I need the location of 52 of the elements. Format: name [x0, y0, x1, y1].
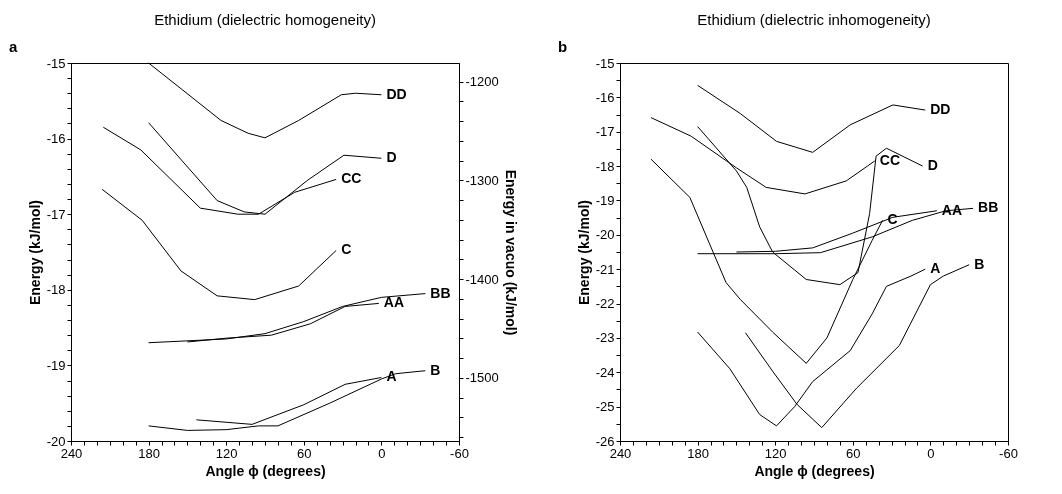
- x-tick-label: -60: [450, 445, 469, 461]
- x-axis-title: Angle ϕ (degrees): [205, 462, 326, 479]
- y-tick-label: -17: [595, 124, 615, 140]
- x-tick-label: 0: [927, 445, 935, 461]
- series-label: BB: [430, 284, 451, 301]
- chart-title: Ethidium (dielectric homogeneity): [154, 11, 376, 28]
- series-label: BB: [978, 199, 999, 216]
- series-label: CC: [341, 170, 362, 187]
- y-tick-label: -15: [595, 55, 615, 71]
- text: b: [558, 38, 568, 55]
- series-label: DD: [930, 101, 951, 118]
- y-tick-label: -16: [595, 89, 615, 105]
- x-tick-label: 180: [138, 445, 160, 461]
- y-tick-label: -17: [46, 206, 66, 222]
- x-tick-label: 0: [378, 445, 386, 461]
- series-label: CC: [879, 151, 901, 168]
- y-axis-title: Energy (kJ/mol): [575, 199, 592, 306]
- y-tick-label: -25: [595, 399, 615, 415]
- x-tick-label: 120: [215, 445, 238, 461]
- x-tick-label: 180: [687, 445, 709, 461]
- x-tick-label: -60: [999, 445, 1018, 461]
- series-label: D: [386, 149, 397, 166]
- series-label: C: [341, 241, 352, 258]
- y-tick-label: -19: [46, 357, 66, 373]
- x-tick-label: 60: [297, 445, 312, 461]
- series-label: AA: [383, 294, 405, 311]
- y-tick-label: -15: [46, 55, 66, 71]
- y-tick-label: -18: [595, 158, 615, 174]
- chart-title: Ethidium (dielectric inhomogeneity): [697, 11, 931, 28]
- series-label: B: [974, 255, 985, 272]
- text: a: [9, 38, 18, 55]
- x-tick-label: 60: [846, 445, 861, 461]
- y-tick-label: -19: [595, 192, 615, 208]
- y2-tick-label: -1500: [465, 370, 499, 386]
- y-tick-label: -16: [46, 131, 66, 147]
- y-tick-label: -18: [46, 282, 66, 298]
- y-tick-label: -20: [595, 227, 615, 243]
- y-tick-label: -21: [595, 261, 615, 277]
- y2-axis-title: Energy in vacuo (kJ/mol): [502, 169, 519, 336]
- series-label: A: [930, 260, 941, 277]
- series-label: DD: [386, 85, 407, 102]
- series-label: D: [927, 157, 938, 174]
- y2-tick-label: -1300: [465, 172, 499, 188]
- x-tick-label: 120: [764, 445, 787, 461]
- y-axis-title: Energy (kJ/mol): [26, 199, 43, 306]
- y-tick-label: -24: [595, 364, 615, 380]
- x-axis-title: Angle ϕ (degrees): [754, 462, 875, 479]
- y-tick-label: -23: [595, 330, 615, 346]
- series-label: B: [430, 361, 441, 378]
- y2-tick-label: -1200: [465, 74, 499, 90]
- y-tick-label: -22: [595, 296, 615, 312]
- y2-tick-label: -1400: [465, 271, 499, 287]
